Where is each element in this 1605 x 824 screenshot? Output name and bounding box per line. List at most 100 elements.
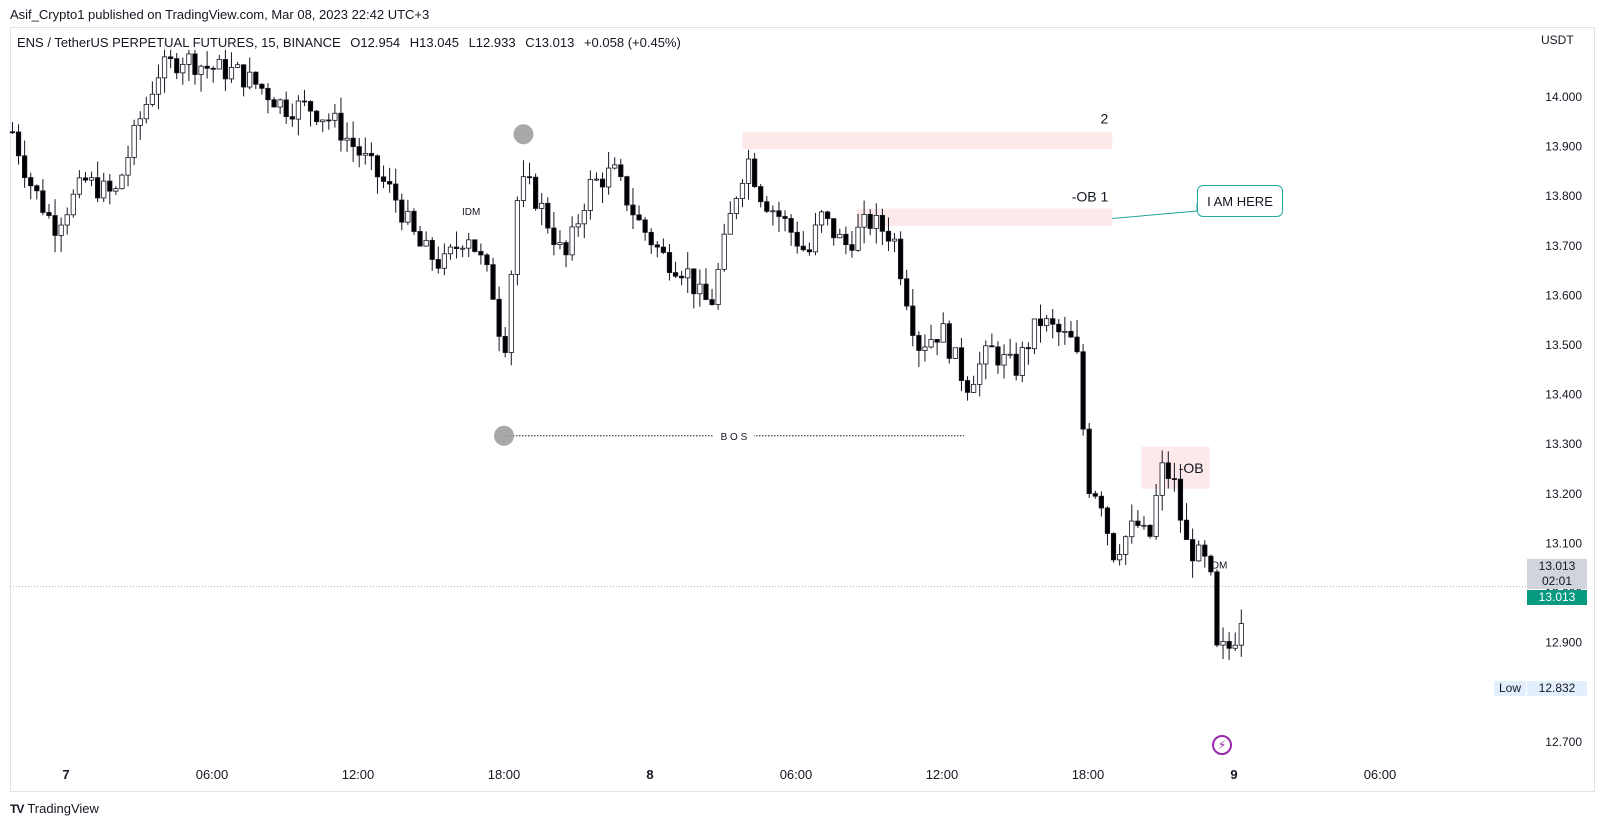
candle-body bbox=[551, 227, 557, 245]
candle-body bbox=[502, 335, 508, 353]
candle-body bbox=[222, 59, 228, 80]
level-label-bg-2 bbox=[1198, 557, 1239, 571]
candle-body bbox=[812, 224, 819, 253]
candle-body bbox=[1104, 507, 1111, 534]
candle-body bbox=[1050, 318, 1056, 325]
candle-body bbox=[758, 186, 764, 203]
candle-body bbox=[922, 346, 928, 351]
candle-body bbox=[216, 59, 222, 70]
candle-body bbox=[137, 118, 143, 126]
zones-layer: 2 -OB 1 -OB bbox=[742, 111, 1210, 489]
candle-body bbox=[928, 338, 934, 348]
candle-body bbox=[435, 259, 441, 269]
candle-body bbox=[618, 164, 624, 178]
x-tick-label: 9 bbox=[1230, 767, 1237, 782]
candle-body bbox=[295, 100, 301, 120]
candle-body bbox=[940, 323, 946, 343]
zone-label-2: -OB bbox=[1179, 460, 1204, 476]
candle-body bbox=[1153, 494, 1159, 537]
candle-body bbox=[733, 198, 739, 214]
candle-body bbox=[259, 83, 265, 89]
candle-body bbox=[374, 155, 381, 178]
candle-body bbox=[508, 274, 514, 353]
candle-body bbox=[636, 214, 642, 221]
candle-body bbox=[593, 178, 600, 181]
candle-body bbox=[1007, 353, 1013, 356]
candle-body bbox=[82, 177, 89, 181]
candle-body bbox=[800, 245, 806, 251]
candle-body bbox=[697, 283, 703, 295]
symbol-name[interactable]: ENS / TetherUS PERPETUAL FUTURES, 15, BI… bbox=[17, 35, 341, 50]
candle-body bbox=[1098, 495, 1104, 509]
candle-body bbox=[168, 56, 174, 60]
candle-body bbox=[368, 152, 374, 157]
candle-body bbox=[946, 323, 952, 359]
candle-body bbox=[977, 363, 983, 385]
candle-body bbox=[1147, 524, 1153, 537]
candle-body bbox=[40, 190, 46, 213]
candle-body bbox=[198, 65, 204, 75]
callout-note[interactable]: I AM HERE bbox=[1197, 185, 1283, 217]
candle-body bbox=[533, 176, 539, 209]
candle-body bbox=[1092, 493, 1098, 497]
candle-body bbox=[453, 246, 460, 249]
candle-body bbox=[672, 272, 679, 277]
currency-label[interactable]: USDT bbox=[1541, 33, 1574, 47]
publisher-line: Asif_Crypto1 published on TradingView.co… bbox=[10, 7, 430, 22]
y-tick-label: 13.200 bbox=[1545, 487, 1582, 501]
candle-body bbox=[70, 193, 76, 216]
candle-body bbox=[837, 233, 843, 239]
candle-body bbox=[660, 246, 666, 253]
candle-body bbox=[423, 239, 429, 247]
ohlc-low: L12.933 bbox=[468, 35, 516, 50]
symbol-legend: ENS / TetherUS PERPETUAL FUTURES, 15, BI… bbox=[17, 35, 687, 50]
candle-body bbox=[210, 67, 216, 70]
candle-body bbox=[818, 211, 825, 226]
candle-body bbox=[204, 65, 210, 69]
low-label: Low bbox=[1494, 681, 1526, 696]
candle-body bbox=[520, 176, 527, 201]
y-tick-label: 13.700 bbox=[1545, 239, 1582, 253]
candle-body bbox=[526, 176, 533, 179]
candle-body bbox=[952, 347, 958, 359]
last-price-tag: 13.013 bbox=[1527, 590, 1587, 605]
candle-body bbox=[399, 199, 405, 223]
x-tick-label: 06:00 bbox=[1364, 767, 1397, 782]
x-tick-label: 06:00 bbox=[780, 767, 813, 782]
candle-body bbox=[113, 188, 119, 192]
candle-body bbox=[271, 99, 277, 108]
candle-body bbox=[1117, 554, 1123, 561]
zone-label-1: -OB 1 bbox=[1072, 189, 1109, 205]
lightning-icon[interactable]: ⚡ bbox=[1212, 735, 1232, 755]
zone-label-0: 2 bbox=[1101, 111, 1109, 127]
low-price-tag: 12.832 bbox=[1527, 681, 1587, 696]
candles-layer bbox=[9, 40, 1244, 661]
candle-body bbox=[332, 112, 338, 121]
level-label-2: IDM bbox=[1209, 561, 1227, 572]
candle-body bbox=[752, 158, 758, 187]
candle-body bbox=[1135, 520, 1141, 526]
tradingview-brand[interactable]: TV TradingView bbox=[10, 801, 99, 816]
candle-body bbox=[776, 210, 782, 217]
candle-body bbox=[180, 63, 186, 74]
candle-body bbox=[241, 64, 247, 88]
candle-body bbox=[307, 101, 314, 112]
candle-body bbox=[143, 104, 149, 120]
candle-body bbox=[545, 202, 551, 229]
candle-body bbox=[289, 116, 295, 120]
candle-body bbox=[1123, 536, 1129, 555]
candle-body bbox=[417, 231, 423, 247]
candle-body bbox=[478, 251, 484, 256]
candle-body bbox=[344, 137, 350, 141]
candle-body bbox=[356, 146, 362, 156]
y-tick-label: 13.400 bbox=[1545, 388, 1582, 402]
y-tick-label: 14.000 bbox=[1545, 90, 1582, 104]
candle-body bbox=[107, 180, 113, 192]
candle-body bbox=[1037, 318, 1044, 327]
candle-body bbox=[891, 238, 898, 242]
candle-body bbox=[1165, 462, 1171, 479]
ohlc-close: C13.013 bbox=[525, 35, 575, 50]
candle-body bbox=[1044, 318, 1050, 327]
candle-body bbox=[770, 210, 776, 213]
